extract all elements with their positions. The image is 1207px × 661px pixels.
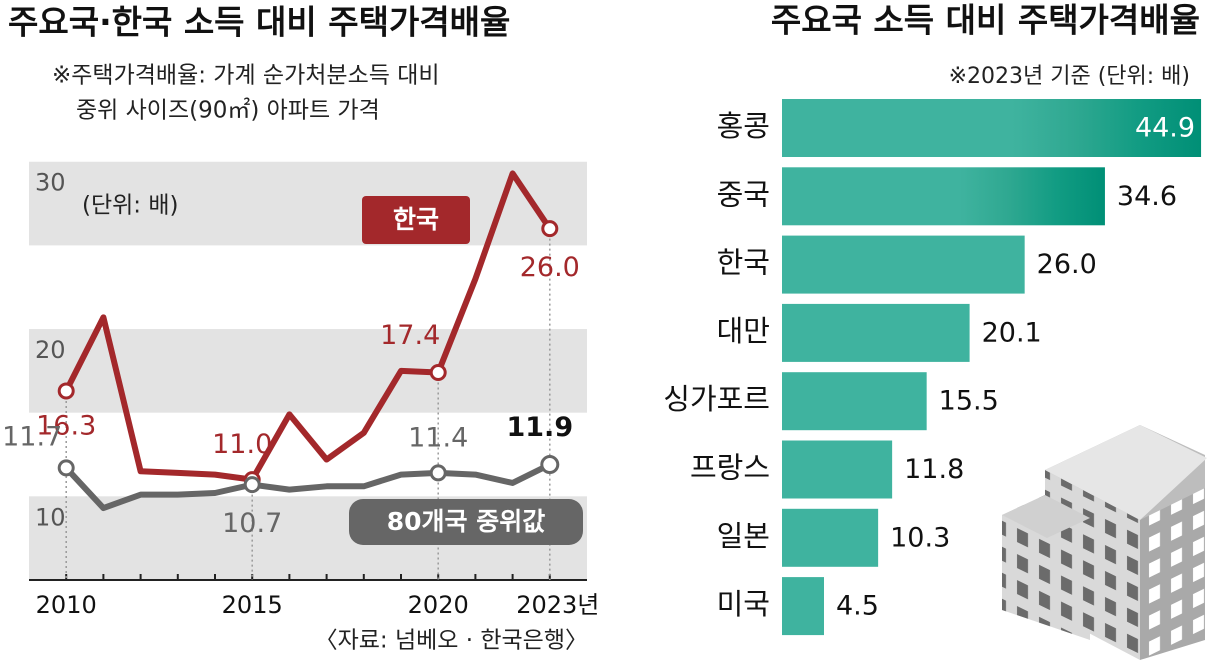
legend-box xyxy=(362,196,470,244)
data-label: 10.7 xyxy=(222,508,282,539)
point-marker xyxy=(429,364,447,382)
series-line xyxy=(63,461,552,512)
bar xyxy=(782,99,1202,157)
data-label: 11.0 xyxy=(212,429,272,460)
data-label: 44.9 xyxy=(1135,113,1195,144)
series-line xyxy=(63,170,553,483)
data-label: 11.4 xyxy=(408,422,468,453)
note: 중위 사이즈(90㎡) 아파트 가격 xyxy=(76,98,380,124)
category-label: 미국 xyxy=(717,587,770,621)
x-tick-label: 2015 xyxy=(222,591,283,619)
data-label: 26.0 xyxy=(1037,249,1097,280)
y-tick-label: 20 xyxy=(35,336,66,364)
legend-label: 80개국 중위값 xyxy=(387,507,546,536)
bar xyxy=(782,577,824,636)
bar xyxy=(782,235,1025,294)
data-label: 16.3 xyxy=(36,410,96,441)
x-tick-label: 2023년 xyxy=(516,591,599,619)
data-label: 20.1 xyxy=(982,317,1042,348)
category-label: 중국 xyxy=(717,177,770,211)
grid-band xyxy=(29,329,587,413)
category-label: 한국 xyxy=(717,246,770,280)
unit: (단위: 배) xyxy=(82,193,179,219)
category-label: 홍콩 xyxy=(717,109,770,143)
category-label: 프랑스 xyxy=(690,451,770,485)
data-label: 15.5 xyxy=(939,386,999,417)
point-marker xyxy=(243,476,261,494)
bar xyxy=(782,372,927,431)
x-tick-label: 2020 xyxy=(408,591,469,619)
category-label: 싱가포르 xyxy=(663,382,770,416)
legend-box xyxy=(349,499,583,545)
bar xyxy=(782,303,970,362)
bar xyxy=(782,167,1105,226)
data-label: 11.8 xyxy=(904,454,964,485)
data-label: 34.6 xyxy=(1117,181,1177,212)
note: ※주택가격배율: 가계 순가처분소득 대비 xyxy=(52,63,440,89)
category-label: 대만 xyxy=(717,314,770,348)
point-marker xyxy=(541,220,559,238)
data-label: 11.9 xyxy=(506,412,573,443)
x-tick-label: 2010 xyxy=(36,591,97,619)
data-label: 26.0 xyxy=(520,252,580,283)
point-marker xyxy=(540,455,560,475)
bar xyxy=(782,508,879,567)
point-marker xyxy=(57,459,75,477)
note: ※2023년 기준 (단위: 배) xyxy=(949,64,1190,89)
y-tick-label: 10 xyxy=(35,503,66,531)
point-marker xyxy=(57,382,75,400)
category-label: 일본 xyxy=(717,519,770,553)
chart-title: 주요국·한국 소득 대비 주택가격배율 xyxy=(8,3,510,42)
chart-title: 주요국 소득 대비 주택가격배율 xyxy=(771,1,1200,40)
bar xyxy=(782,440,893,499)
data-label: 11.7 xyxy=(2,421,62,452)
data-label: 4.5 xyxy=(836,591,879,622)
source: 〈자료: 넘베오 · 한국은행〉 xyxy=(315,628,588,654)
data-label: 17.4 xyxy=(380,320,440,351)
building-illustration xyxy=(1002,425,1207,660)
data-label: 10.3 xyxy=(890,522,950,553)
y-tick-label: 30 xyxy=(35,169,66,197)
point-marker xyxy=(429,464,447,482)
legend-label: 한국 xyxy=(393,205,439,234)
